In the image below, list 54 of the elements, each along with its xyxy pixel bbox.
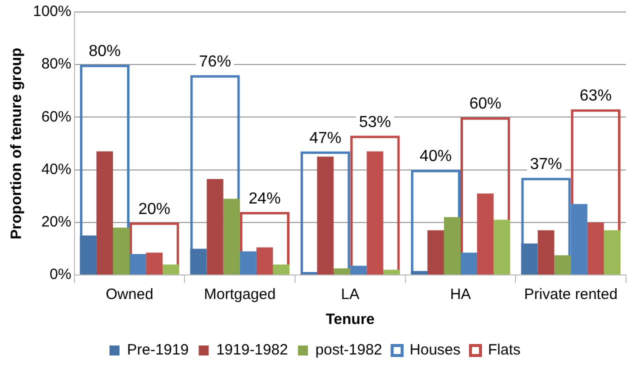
data-label: 53% bbox=[358, 114, 392, 132]
y-tick-label: 80% bbox=[41, 56, 72, 73]
bar bbox=[130, 254, 146, 274]
bar bbox=[494, 220, 510, 274]
bar bbox=[96, 151, 113, 274]
bar bbox=[587, 222, 604, 274]
bar bbox=[410, 271, 428, 274]
x-tick-label: HA bbox=[450, 286, 471, 304]
bar bbox=[272, 264, 290, 274]
bar bbox=[460, 252, 478, 274]
data-label: 20% bbox=[138, 200, 170, 218]
bar bbox=[538, 230, 554, 274]
data-label: 47% bbox=[309, 130, 342, 147]
legend-label: Pre-1919 bbox=[126, 342, 189, 359]
bar bbox=[223, 198, 240, 274]
data-label: 60% bbox=[469, 96, 502, 113]
y-tick-label: 20% bbox=[41, 214, 72, 231]
bar bbox=[80, 236, 96, 274]
x-tick-label: Owned bbox=[106, 286, 154, 304]
y-tick-label: 0% bbox=[50, 266, 72, 284]
data-label: 80% bbox=[88, 43, 121, 60]
legend-label: post-1982 bbox=[315, 342, 382, 359]
bar bbox=[477, 193, 494, 274]
bar bbox=[190, 248, 207, 274]
legend-label: Flats bbox=[488, 342, 521, 359]
y-tick-label: 60% bbox=[41, 108, 72, 126]
bar bbox=[427, 230, 444, 274]
x-tick-label: Private rented bbox=[524, 286, 618, 304]
legend-label: Houses bbox=[410, 342, 461, 359]
data-label: 63% bbox=[580, 88, 612, 105]
bar bbox=[334, 268, 350, 274]
bar bbox=[521, 243, 538, 274]
bar bbox=[604, 230, 620, 274]
bar bbox=[112, 228, 130, 274]
bar bbox=[366, 151, 384, 274]
bar bbox=[444, 217, 461, 274]
data-label: 76% bbox=[199, 54, 232, 71]
x-tick-label: Mortgaged bbox=[204, 286, 276, 304]
bar bbox=[383, 270, 400, 274]
x-axis-title: Tenure bbox=[326, 311, 375, 328]
legend-label: 1919-1982 bbox=[216, 342, 288, 359]
bar bbox=[317, 156, 334, 274]
data-label: 40% bbox=[420, 148, 452, 166]
y-tick-label: 100% bbox=[32, 3, 72, 20]
x-tick-label: LA bbox=[341, 286, 360, 304]
data-label: 37% bbox=[530, 156, 562, 174]
bar bbox=[554, 255, 571, 274]
bar bbox=[240, 251, 256, 274]
data-label: 24% bbox=[248, 190, 281, 208]
bar bbox=[146, 252, 163, 274]
y-tick-label: 40% bbox=[41, 160, 72, 178]
bar bbox=[206, 179, 224, 274]
bar bbox=[162, 264, 180, 274]
y-axis-title: Proportion of tenure group bbox=[8, 48, 26, 240]
